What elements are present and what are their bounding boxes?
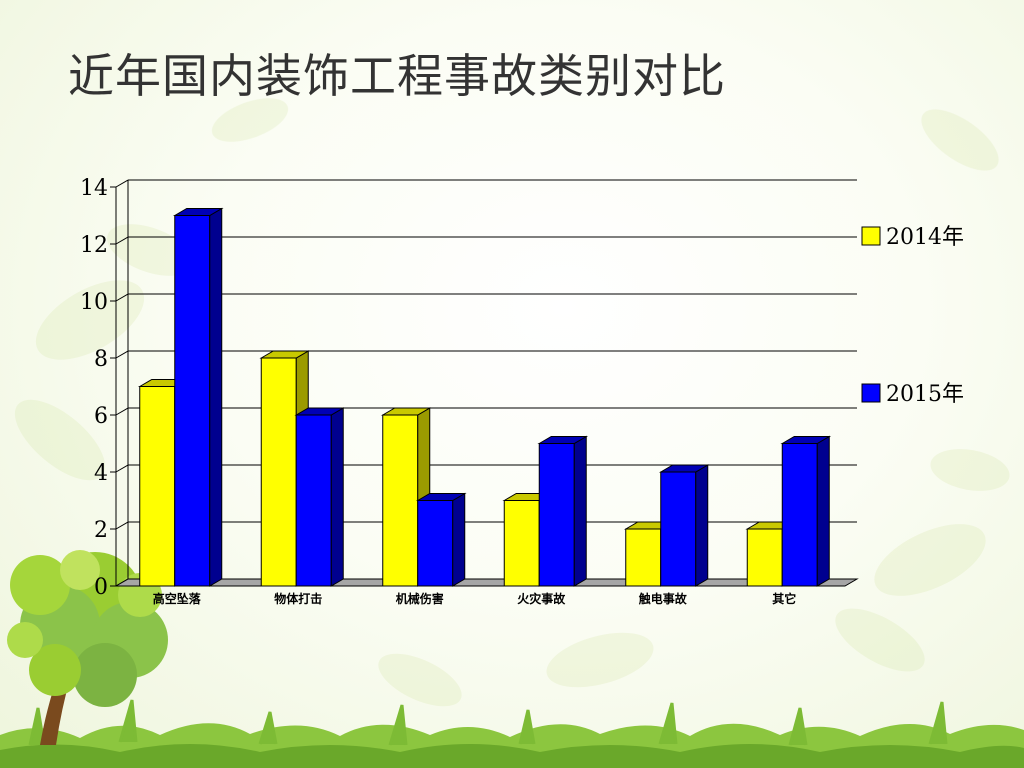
bar [294,407,346,587]
bar-front [746,528,783,587]
y-tick-label: 2 [94,518,108,543]
bar-top [294,407,346,416]
y-tick-label: 12 [80,233,108,258]
x-category-label: 高空坠落 [153,591,202,606]
gridline-diagonal [115,236,129,245]
gridline-diagonal [115,521,129,530]
x-category-label: 机械伤害 [396,591,444,606]
bars [137,207,832,587]
gridline-diagonal [115,350,129,359]
legend-label: 2015年 [886,382,964,407]
gridline-diagonal [115,179,129,188]
chart-floor [114,578,859,587]
faint-leaves-decoration [14,98,1010,707]
legend-item: 2015年 [861,382,964,407]
bar-top [415,493,467,501]
bar-top [380,407,432,416]
bar-top [259,350,311,359]
gridline-diagonal [115,293,129,302]
bar-front [139,386,176,587]
category-labels: 高空坠落 物体打击 机械伤害 火灾事故 触电事故 其它 [153,591,797,606]
bar-front [295,414,332,587]
bar-front [660,471,697,587]
bar-front [260,357,297,587]
legend: 2014年 2015年 [861,225,964,407]
bar [172,207,224,587]
gridlines [115,179,857,587]
y-axis: 0 2 4 6 8 10 12 14 [80,176,129,600]
x-category-label: 火灾事故 [517,591,566,606]
bar-top [537,436,589,444]
legend-item: 2014年 [861,225,964,250]
legend-swatch [861,383,881,403]
slide-title: 近年国内装饰工程事故类别对比 [68,49,726,103]
bar [658,464,710,587]
bar-front [781,443,818,587]
x-category-label: 触电事故 [639,591,688,606]
bar-front [382,414,419,587]
bar-side [330,407,344,587]
bar [780,435,832,587]
x-category-label: 物体打击 [274,591,322,606]
bar [415,492,467,587]
bar-top [658,464,710,473]
x-category-label: 其它 [772,591,796,606]
y-tick-label: 6 [94,404,108,429]
bar-front [538,443,575,587]
y-tick-label: 14 [80,176,108,201]
bar-side [695,464,709,587]
bar [537,435,589,587]
bar-front [417,500,454,587]
floor-plane [114,578,859,587]
y-tick-label: 10 [80,290,108,315]
bar-front [174,215,211,587]
bar-front [503,500,540,587]
bar-top [172,208,224,216]
gridline-diagonal [115,464,129,473]
legend-label: 2014年 [886,225,964,250]
tree-decoration [7,550,168,745]
y-tick-label: 4 [94,461,108,486]
bar-side [209,207,223,587]
bar-top [780,436,832,444]
y-tick-label: 8 [94,347,108,372]
bar-front [625,528,662,587]
grass-decoration [0,699,1024,768]
y-tick-label: 0 [94,575,108,600]
bar-side [452,492,466,587]
bar-side [573,435,587,587]
legend-swatch [861,226,881,246]
bar-side [816,435,830,587]
gridline-diagonal [115,407,129,416]
